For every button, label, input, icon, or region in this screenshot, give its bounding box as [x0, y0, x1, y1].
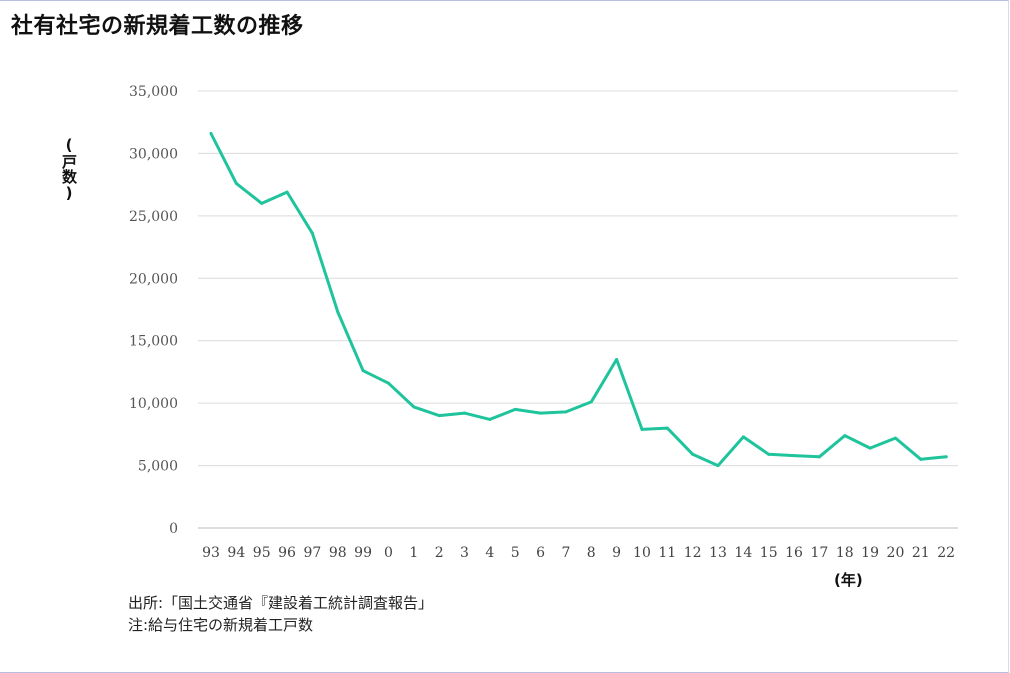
x-tick-label: 2 — [435, 545, 444, 561]
data-point — [310, 231, 314, 235]
data-point — [209, 131, 213, 135]
x-tick-label: 20 — [887, 545, 905, 561]
data-point — [386, 381, 390, 385]
x-tick-label: 96 — [278, 545, 296, 561]
y-tick-label: 10,000 — [129, 396, 178, 412]
y-tick-label: 5,000 — [138, 459, 178, 475]
x-tick-label: 98 — [329, 545, 347, 561]
source-note: 出所:「国土交通省『建設着工統計調査報告」 — [128, 594, 434, 612]
x-tick-label: 99 — [354, 545, 372, 561]
data-point — [463, 411, 466, 415]
data-point — [336, 310, 340, 314]
x-tick-label: 5 — [511, 545, 520, 561]
data-point — [564, 410, 568, 414]
x-tick-label: 8 — [587, 545, 596, 561]
data-point — [589, 400, 593, 404]
y-tick-label: 0 — [169, 521, 178, 537]
data-point — [792, 454, 796, 458]
y-tick-label: 30,000 — [129, 146, 178, 162]
x-tick-label: 19 — [861, 545, 879, 561]
data-point — [843, 434, 847, 438]
data-point — [640, 427, 644, 431]
y-axis-label: (戸数) — [60, 136, 78, 202]
data-point — [944, 455, 948, 459]
x-tick-labels: 93 94 95 96 97 98 99 0 1 2 3 4 5 6 7 8 9 10 11 12 13 14 15 16 17… — [202, 545, 955, 561]
gridlines — [198, 90, 958, 529]
data-point — [868, 446, 872, 450]
y-tick-label: 25,000 — [129, 209, 178, 225]
data-point — [716, 464, 720, 468]
x-tick-label: 6 — [536, 545, 545, 561]
x-tick-label: 18 — [836, 545, 854, 561]
x-tick-label: 7 — [561, 545, 570, 561]
x-tick-label: 21 — [912, 545, 930, 561]
series-line — [209, 131, 948, 468]
data-point — [817, 455, 821, 459]
x-tick-label: 10 — [633, 545, 651, 561]
y-tick-labels: 35,000 30,000 25,000 20,000 15,000 10,000 5,00… — [129, 84, 178, 537]
x-tick-label: 97 — [303, 545, 321, 561]
x-tick-label: 3 — [460, 545, 469, 561]
footnote: 注:給与住宅の新規着工戸数 — [128, 616, 314, 634]
x-tick-label: 11 — [658, 545, 676, 561]
y-tick-label: 35,000 — [129, 84, 178, 100]
data-point — [513, 407, 517, 411]
chart-title: 社有社宅の新規着工数の推移 — [11, 14, 304, 39]
y-tick-label: 20,000 — [129, 271, 178, 287]
data-line — [209, 132, 948, 468]
data-point — [919, 457, 923, 461]
x-tick-label: 4 — [485, 545, 494, 561]
data-point — [893, 436, 897, 440]
x-tick-label: 13 — [709, 545, 727, 561]
data-point — [539, 411, 543, 415]
data-point — [615, 357, 619, 361]
x-tick-label: 95 — [253, 545, 271, 561]
x-tick-label: 15 — [760, 545, 778, 561]
data-point — [412, 405, 416, 409]
x-tick-label: 16 — [785, 545, 803, 561]
y-tick-label: 15,000 — [129, 334, 178, 350]
data-point — [691, 452, 695, 456]
data-point — [260, 201, 264, 205]
x-tick-label: 94 — [227, 545, 245, 561]
x-tick-label: 17 — [810, 545, 828, 561]
x-tick-label: 14 — [734, 545, 752, 561]
data-point — [488, 417, 492, 421]
data-point — [361, 369, 365, 373]
x-tick-label: 12 — [684, 545, 702, 561]
x-tick-label: 9 — [612, 545, 621, 561]
data-point — [767, 452, 771, 456]
x-axis-label: (年) — [834, 571, 863, 589]
data-point — [665, 426, 669, 430]
x-tick-label: 93 — [202, 545, 220, 561]
data-point — [437, 414, 441, 418]
data-point — [234, 181, 238, 185]
x-tick-label: 0 — [384, 545, 393, 561]
x-tick-label: 1 — [409, 545, 418, 561]
data-point — [741, 435, 745, 439]
x-tick-label: 22 — [937, 545, 955, 561]
data-point — [285, 190, 289, 194]
